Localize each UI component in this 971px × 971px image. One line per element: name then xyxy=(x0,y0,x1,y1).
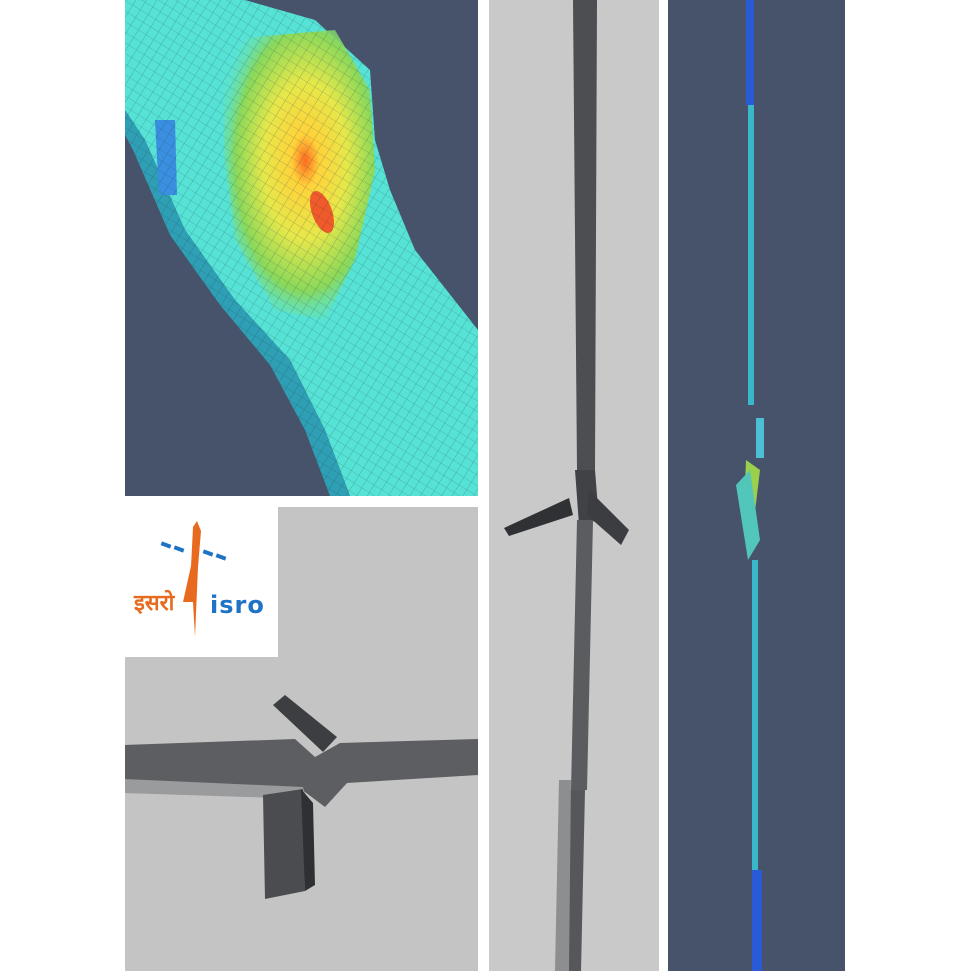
isro-logo: इसरो isro xyxy=(125,507,278,657)
strip-photo-panel xyxy=(489,0,659,971)
fea-strip-panel xyxy=(668,0,845,971)
fea-3d-contour-image xyxy=(125,0,478,496)
strip-photo xyxy=(489,0,659,971)
fea-3d-contour-panel xyxy=(125,0,478,496)
lap-joint-photo-panel xyxy=(125,507,478,971)
logo-text-english: isro xyxy=(210,591,265,619)
rocket-emblem-icon xyxy=(160,521,227,637)
fea-strip-image xyxy=(668,0,845,971)
logo-text-hindi: इसरो xyxy=(134,591,175,616)
